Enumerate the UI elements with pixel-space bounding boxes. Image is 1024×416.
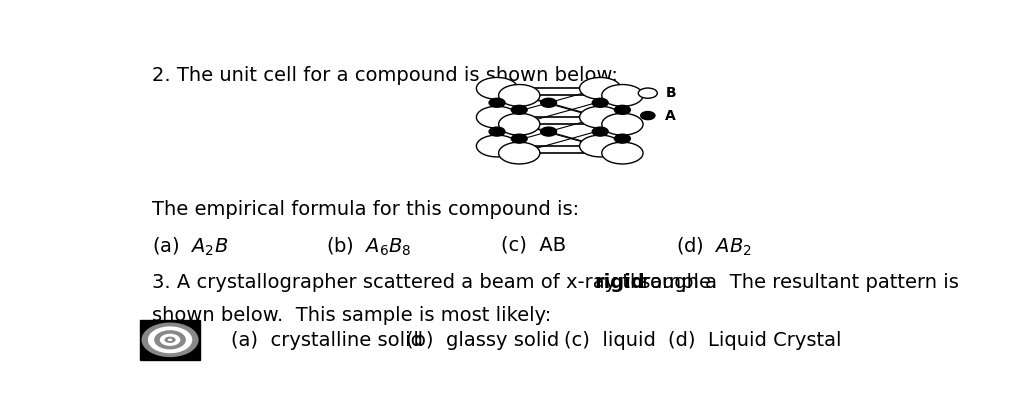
Ellipse shape — [147, 327, 193, 353]
Ellipse shape — [511, 134, 527, 143]
Ellipse shape — [141, 322, 199, 357]
Ellipse shape — [489, 127, 505, 136]
Ellipse shape — [580, 77, 621, 99]
Ellipse shape — [165, 337, 176, 343]
Text: 2. The unit cell for a compound is shown below:: 2. The unit cell for a compound is shown… — [152, 66, 617, 85]
Ellipse shape — [592, 127, 608, 136]
Text: (d)  Liquid Crystal: (d) Liquid Crystal — [668, 331, 841, 350]
Ellipse shape — [541, 127, 557, 136]
Ellipse shape — [602, 84, 643, 106]
Text: 3. A crystallographer scattered a beam of x-ray through a: 3. A crystallographer scattered a beam o… — [152, 272, 723, 292]
Text: (a)  $A_2B$: (a) $A_2B$ — [152, 236, 228, 258]
Text: (a)  crystalline solid: (a) crystalline solid — [231, 331, 423, 350]
Text: (d)  $AB_2$: (d) $AB_2$ — [676, 236, 752, 258]
Ellipse shape — [499, 142, 540, 164]
Ellipse shape — [541, 98, 557, 107]
Ellipse shape — [160, 334, 180, 346]
Ellipse shape — [499, 113, 540, 135]
Text: The empirical formula for this compound is:: The empirical formula for this compound … — [152, 201, 579, 220]
Text: (b)  glassy solid: (b) glassy solid — [406, 331, 559, 350]
Ellipse shape — [499, 84, 540, 106]
Bar — [140, 320, 201, 360]
Text: A: A — [666, 109, 676, 123]
Text: (b)  $A_6B_8$: (b) $A_6B_8$ — [327, 236, 412, 258]
Ellipse shape — [614, 105, 631, 114]
Ellipse shape — [614, 134, 631, 143]
Ellipse shape — [168, 339, 172, 341]
Text: B: B — [666, 86, 676, 100]
Ellipse shape — [511, 105, 527, 114]
Text: shown below.  This sample is most likely:: shown below. This sample is most likely: — [152, 306, 551, 325]
Ellipse shape — [580, 135, 621, 157]
Text: (c)  liquid: (c) liquid — [564, 331, 656, 350]
Ellipse shape — [476, 106, 518, 128]
Text: rigid: rigid — [595, 272, 645, 292]
Ellipse shape — [580, 106, 621, 128]
Ellipse shape — [476, 77, 518, 99]
Ellipse shape — [602, 113, 643, 135]
Ellipse shape — [638, 88, 657, 98]
Ellipse shape — [489, 98, 505, 107]
Ellipse shape — [641, 111, 655, 120]
Ellipse shape — [476, 135, 518, 157]
Ellipse shape — [155, 330, 186, 349]
Text: (c)  AB: (c) AB — [501, 236, 566, 255]
Ellipse shape — [602, 142, 643, 164]
Text: sample.  The resultant pattern is: sample. The resultant pattern is — [634, 272, 958, 292]
Ellipse shape — [592, 98, 608, 107]
